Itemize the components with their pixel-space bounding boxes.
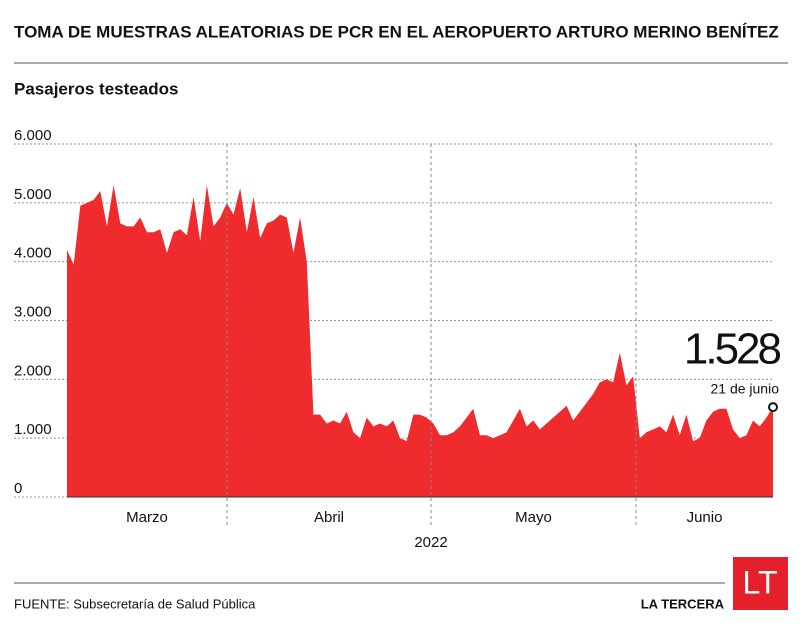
x-tick-label: Junio <box>687 509 723 526</box>
year-label: 2022 <box>414 534 447 551</box>
source: FUENTE: Subsecretaría de Salud Pública <box>14 596 256 611</box>
x-tick-label: Marzo <box>126 509 168 526</box>
brand: LA TERCERA <box>641 596 725 611</box>
y-tick-label: 2.000 <box>14 362 52 379</box>
y-tick-label: 3.000 <box>14 303 52 320</box>
x-tick-label: Mayo <box>515 509 552 526</box>
end-date-label: 21 de junio <box>710 381 779 397</box>
end-value-label: 1.528 <box>684 325 781 374</box>
y-tick-label: 5.000 <box>14 186 52 203</box>
y-tick-label: 6.000 <box>14 127 52 144</box>
y-tick-label: 1.000 <box>14 421 52 438</box>
area <box>67 185 773 497</box>
chart-title: TOMA DE MUESTRAS ALEATORIAS DE PCR EN EL… <box>14 22 779 41</box>
y-tick-label: 4.000 <box>14 245 52 262</box>
logo-box <box>733 557 788 610</box>
end-marker <box>768 402 778 413</box>
x-tick-label: Abril <box>314 509 344 526</box>
y-tick-label: 0 <box>14 480 22 497</box>
chart-subtitle: Pasajeros testeados <box>14 79 178 98</box>
logo: LT <box>743 564 778 600</box>
